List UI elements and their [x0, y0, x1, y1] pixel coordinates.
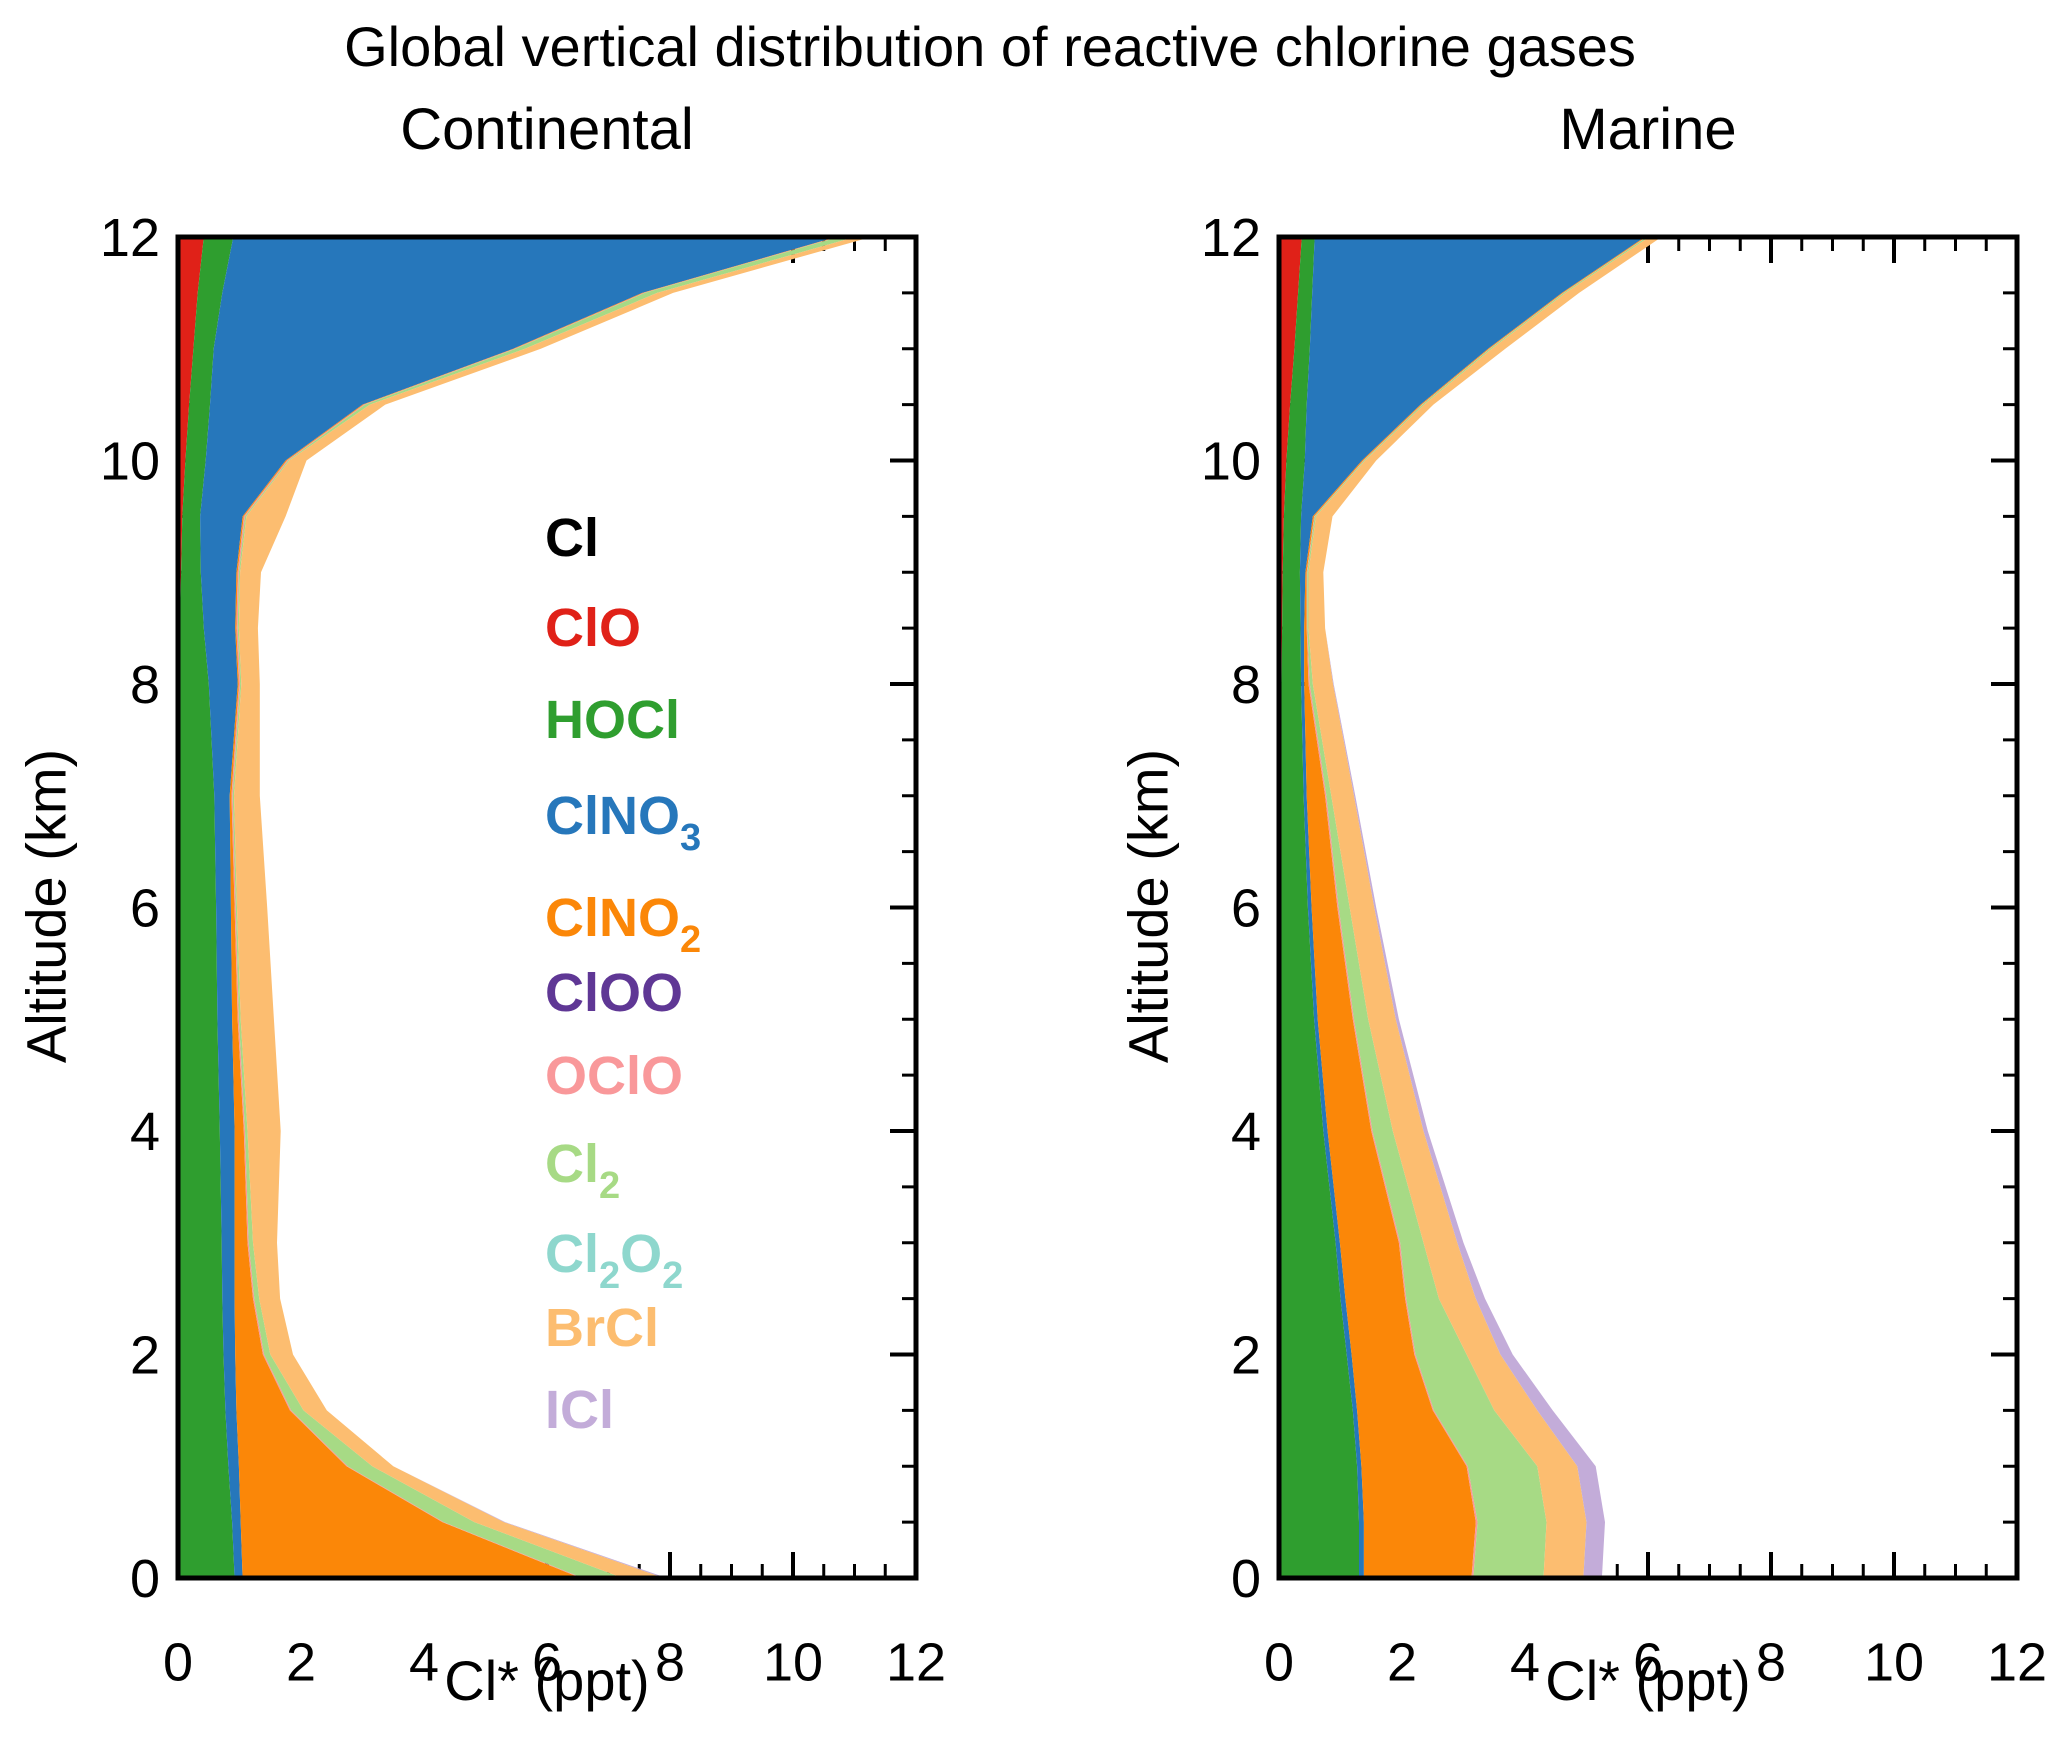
- x-tick-label: 4: [409, 1632, 439, 1692]
- legend-item-OClO: OClO: [545, 1049, 683, 1103]
- y-tick-label: 12: [100, 208, 160, 268]
- plot-frame: [1276, 234, 2020, 1581]
- legend-subscript: 2: [680, 919, 702, 961]
- x-tick-label: 2: [286, 1632, 316, 1692]
- x-tick-label: 8: [655, 1632, 685, 1692]
- legend-text: ClNO: [545, 888, 680, 948]
- legend-item-Cl2O2: Cl2O2: [545, 1227, 683, 1295]
- panel-continental: 0 2 4 6 8 10 12 0 2 4 6 8 10 12: [100, 208, 946, 1692]
- panel-title-marine: Marine: [1559, 97, 1737, 162]
- area-ClNO3: [1299, 237, 1645, 1578]
- stacked-areas: [178, 237, 872, 1578]
- figure-title: Global vertical distribution of reactive…: [344, 15, 1636, 78]
- y-axis-label-marine: Altitude (km): [1116, 748, 1180, 1064]
- y-tick-label: 10: [1201, 432, 1261, 492]
- tick-labels: 0 2 4 6 8 10 12 0 2 4 6 8 10 12: [1201, 208, 2047, 1692]
- legend-text: ICl: [545, 1380, 615, 1440]
- legend-item-ClOO: ClOO: [545, 966, 683, 1020]
- legend-text: HOCl: [545, 690, 680, 750]
- legend-text: Cl: [545, 1224, 599, 1284]
- x-tick-label: 6: [1633, 1632, 1663, 1692]
- legend-text: Cl: [545, 508, 599, 568]
- x-tick-label: 10: [763, 1632, 823, 1692]
- y-tick-label: 2: [1231, 1326, 1261, 1386]
- y-tick-label: 8: [130, 655, 160, 715]
- y-tick-label: 4: [130, 1102, 160, 1162]
- y-tick-label: 4: [1231, 1102, 1261, 1162]
- y-axis-label-continental: Altitude (km): [14, 748, 78, 1064]
- legend-item-ClO: ClO: [545, 601, 641, 655]
- area-ClO: [178, 237, 204, 1578]
- legend-subscript: 2: [599, 1165, 621, 1207]
- x-tick-label: 2: [1387, 1632, 1417, 1692]
- legend-subscript: 2: [599, 1255, 621, 1297]
- legend-item-ICl: ICl: [545, 1383, 614, 1437]
- legend-text: OClO: [545, 1046, 684, 1106]
- legend-item-Cl: Cl: [545, 511, 599, 565]
- legend-item-ClNO3: ClNO3: [545, 789, 701, 857]
- legend-item-HOCl: HOCl: [545, 693, 680, 747]
- y-tick-label: 2: [130, 1326, 160, 1386]
- y-tick-label: 8: [1231, 655, 1261, 715]
- y-tick-label: 0: [130, 1549, 160, 1609]
- area-HOCl: [179, 237, 235, 1578]
- y-tick-label: 0: [1231, 1549, 1261, 1609]
- area-ClNO3: [200, 237, 837, 1578]
- legend-subscript: 3: [680, 817, 702, 859]
- legend-text: ClO: [545, 598, 642, 658]
- y-tick-label: 12: [1201, 208, 1261, 268]
- legend-text: ClOO: [545, 963, 684, 1023]
- y-tick-label: 6: [1231, 879, 1261, 939]
- x-axis-label-marine: Cl* (ppt): [1545, 1649, 1751, 1712]
- legend-text: ClNO: [545, 786, 680, 846]
- area-ClNO2: [229, 237, 838, 1578]
- y-tick-label: 10: [100, 432, 160, 492]
- x-tick-label: 12: [1987, 1632, 2047, 1692]
- x-tick-label: 0: [163, 1632, 193, 1692]
- legend-item-Cl2: Cl2: [545, 1137, 620, 1205]
- panel-title-continental: Continental: [400, 97, 694, 162]
- x-tick-label: 8: [1756, 1632, 1786, 1692]
- legend-text: O: [620, 1224, 663, 1284]
- x-tick-label: 0: [1264, 1632, 1294, 1692]
- panel-marine: 0 2 4 6 8 10 12 0 2 4 6 8 10 12: [1201, 208, 2047, 1692]
- area-ClNO2: [1304, 237, 1647, 1578]
- legend-text: Cl: [545, 1134, 599, 1194]
- area-HOCl: [1280, 237, 1359, 1578]
- stacked-areas: [1279, 237, 1662, 1578]
- tick-labels: 0 2 4 6 8 10 12 0 2 4 6 8 10 12: [100, 208, 946, 1692]
- x-tick-label: 12: [886, 1632, 946, 1692]
- x-axis-label-continental: Cl* (ppt): [444, 1649, 650, 1712]
- x-tick-label: 6: [532, 1632, 562, 1692]
- legend-item-BrCl: BrCl: [545, 1301, 659, 1355]
- legend-text: BrCl: [545, 1298, 660, 1358]
- legend-subscript: 2: [662, 1255, 684, 1297]
- legend-item-ClNO2: ClNO2: [545, 891, 701, 959]
- y-tick-label: 6: [130, 879, 160, 939]
- plot-frame: [175, 234, 919, 1581]
- x-tick-label: 4: [1510, 1632, 1540, 1692]
- x-tick-label: 10: [1864, 1632, 1924, 1692]
